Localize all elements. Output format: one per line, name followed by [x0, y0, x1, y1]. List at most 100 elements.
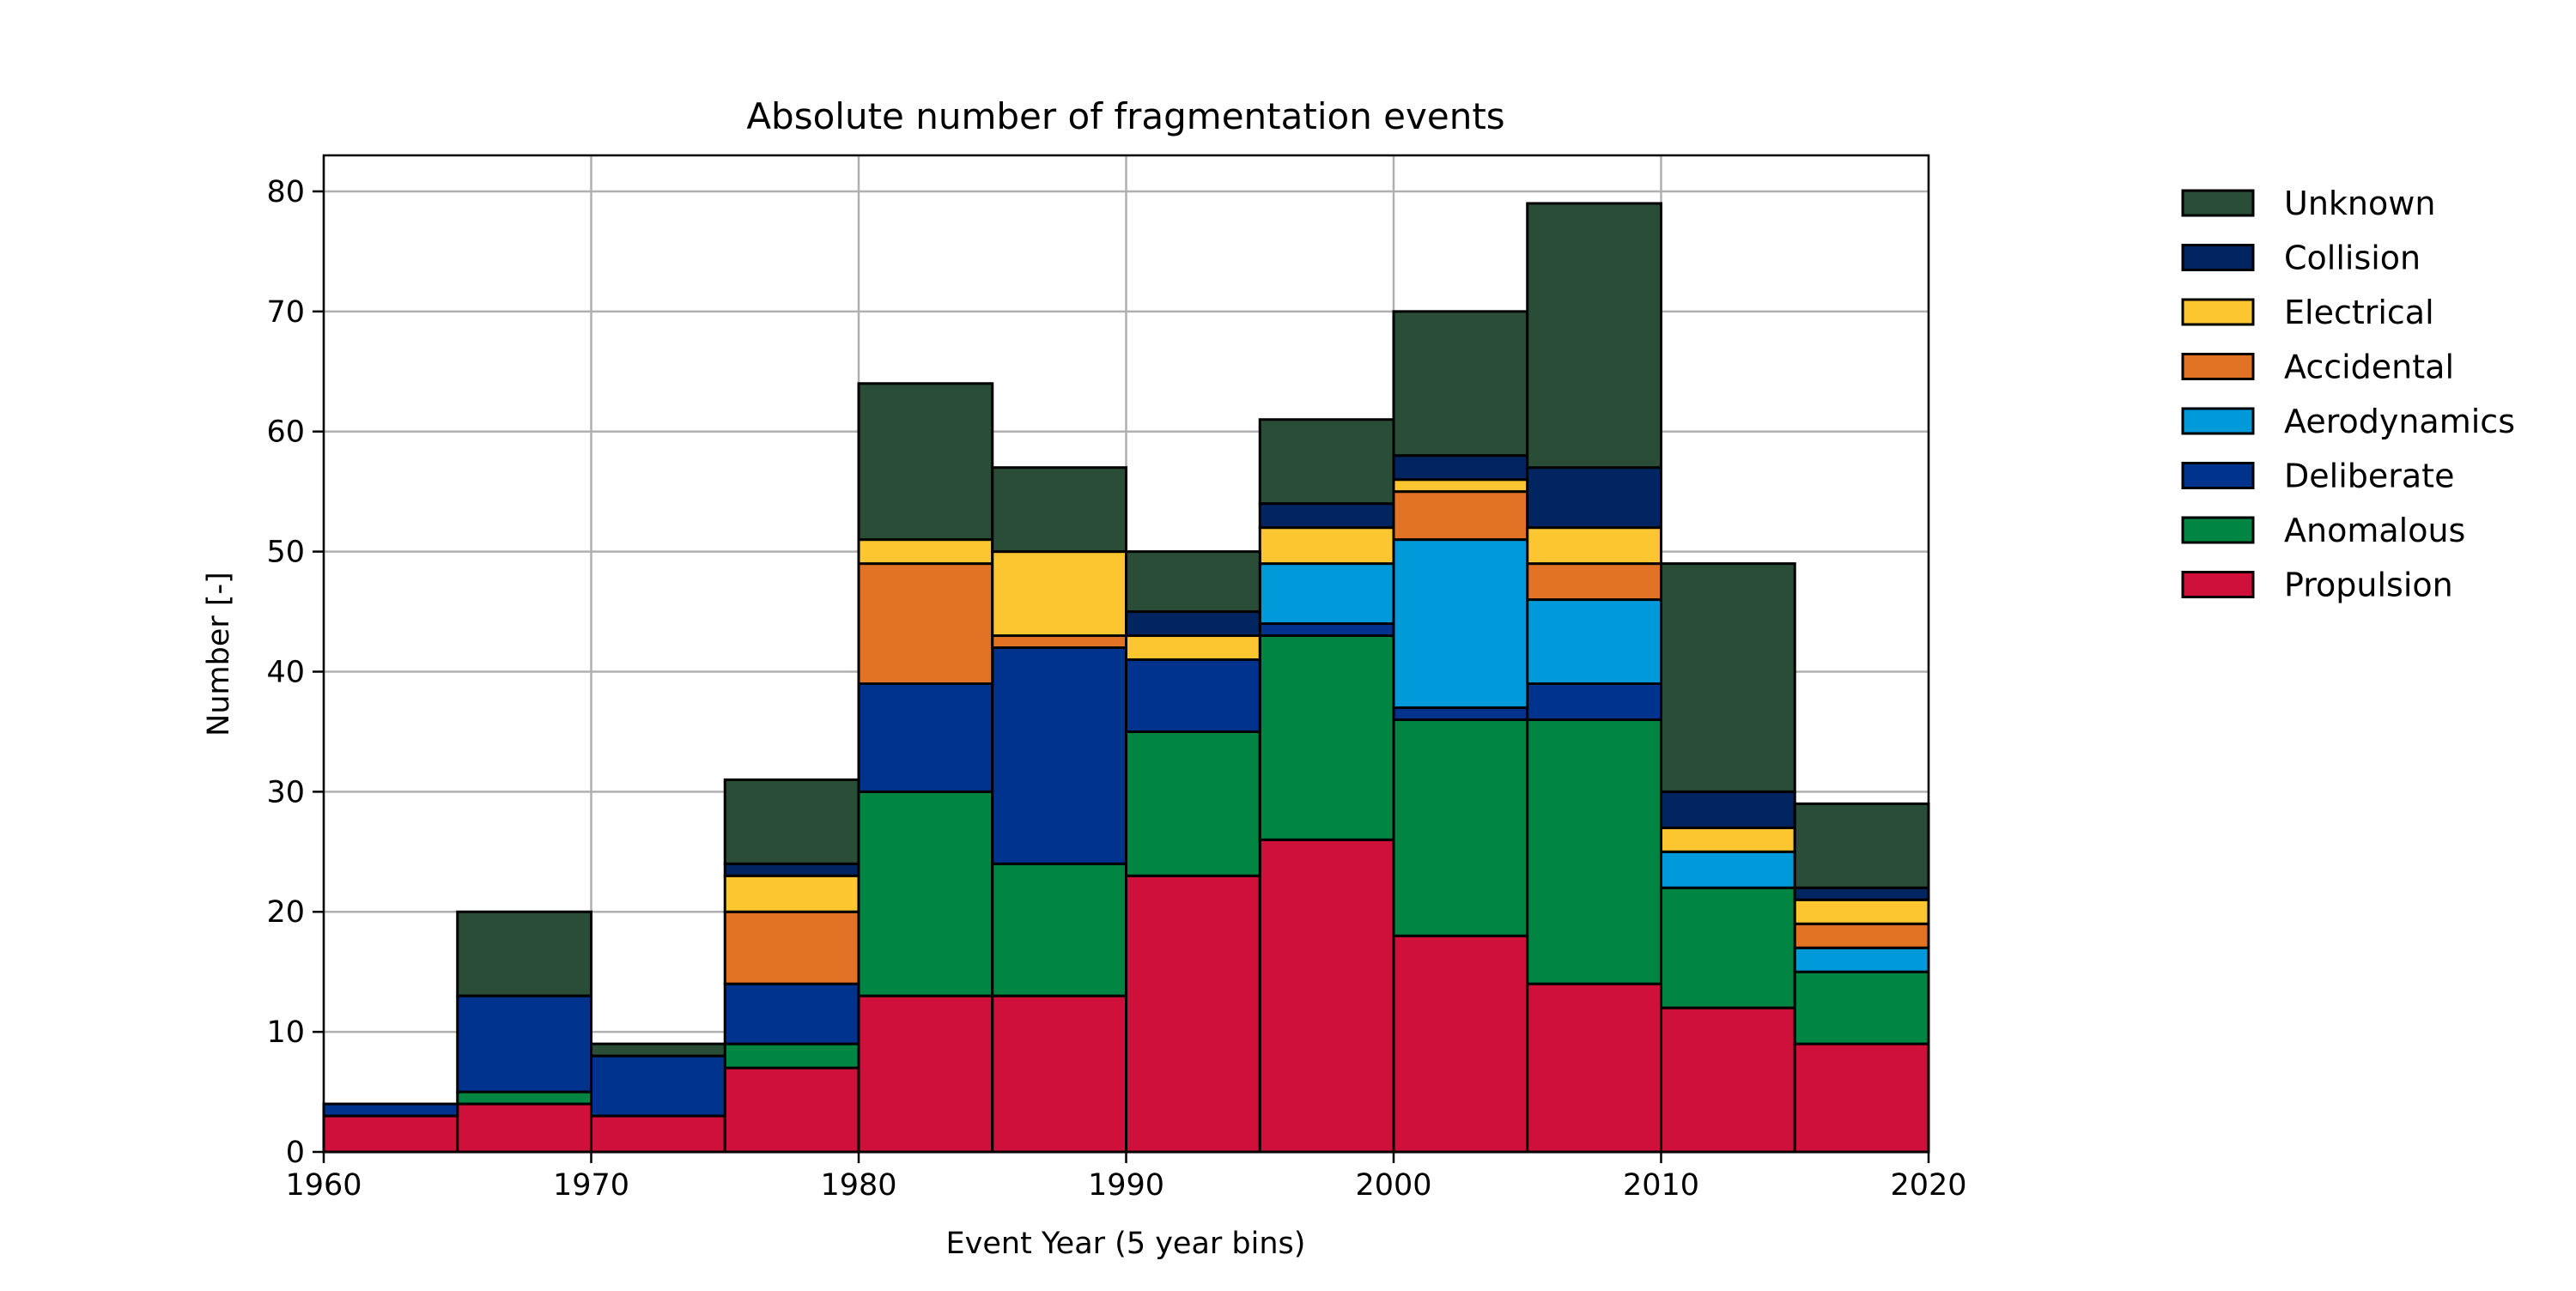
legend-swatch [2181, 407, 2255, 435]
bar-collision-1995 [1258, 502, 1395, 530]
legend-swatch [2181, 189, 2255, 217]
bar-propulsion-1965 [456, 1102, 592, 1154]
bar-anomalous-1990 [1125, 730, 1261, 877]
bar-unknown-2005 [1526, 202, 1662, 470]
bar-electrical-2005 [1526, 526, 1662, 566]
x-tick-label: 1970 [553, 1168, 629, 1203]
bar-collision-2010 [1660, 790, 1796, 829]
x-tick-label: 1990 [1088, 1168, 1164, 1203]
bar-aerodynamics-2015 [1793, 946, 1930, 973]
legend-item-aerodynamics[interactable]: Aerodynamics [2181, 403, 2515, 440]
axis-ticks: 1960 1970 1980 1990 2000 2010 2020 0 10 20 30 40 50 6… [266, 175, 1966, 1203]
bar-collision-2005 [1526, 466, 1662, 530]
bar-anomalous-2005 [1526, 718, 1662, 985]
bar-electrical-1995 [1258, 526, 1395, 566]
legend-item-unknown[interactable]: Unknown [2181, 185, 2435, 222]
bar-electrical-1980 [857, 538, 994, 566]
legend-swatch [2181, 353, 2255, 380]
bar-electrical-1975 [723, 874, 860, 913]
bar-deliberate-1960 [322, 1102, 459, 1118]
bar-unknown-1980 [857, 382, 994, 542]
bar-deliberate-2005 [1526, 682, 1662, 721]
bar-collision-2000 [1392, 454, 1529, 482]
bar-unknown-1985 [991, 466, 1127, 554]
bar-aerodynamics-2000 [1392, 538, 1529, 709]
bar-electrical-1985 [991, 550, 1127, 638]
bar-unknown-1970 [590, 1042, 726, 1058]
bar-propulsion-1960 [322, 1114, 459, 1154]
bar-deliberate-1980 [857, 682, 994, 793]
legend-item-electrical[interactable]: Electrical [2181, 294, 2434, 331]
y-tick-label: 0 [286, 1136, 305, 1170]
legend-item-anomalous[interactable]: Anomalous [2181, 512, 2465, 549]
y-tick-label: 60 [266, 415, 305, 450]
bar-accidental-2000 [1392, 490, 1529, 542]
bar-aerodynamics-2005 [1526, 598, 1662, 685]
bar-anomalous-1980 [857, 790, 994, 997]
legend-swatch [2181, 462, 2255, 489]
legend-label: Collision [2284, 239, 2421, 277]
y-tick-label: 20 [266, 895, 305, 930]
bar-anomalous-2010 [1660, 886, 1796, 1009]
bar-unknown-1965 [456, 910, 592, 997]
bar-collision-1990 [1125, 610, 1261, 638]
legend-label: Aerodynamics [2284, 403, 2515, 440]
y-tick-label: 80 [266, 175, 305, 209]
bar-propulsion-2010 [1660, 1006, 1796, 1154]
bar-accidental-1980 [857, 562, 994, 685]
legend[interactable]: Unknown Collision Electrical Accidental Aero… [2181, 185, 2515, 604]
bar-unknown-2015 [1793, 802, 1930, 889]
bar-anomalous-1965 [456, 1090, 592, 1106]
legend-label: Deliberate [2284, 458, 2454, 495]
legend-item-collision[interactable]: Collision [2181, 239, 2421, 277]
y-tick-label: 40 [266, 655, 305, 689]
bar-accidental-2015 [1793, 922, 1930, 949]
x-tick-label: 2020 [1890, 1168, 1966, 1203]
bar-electrical-2010 [1660, 826, 1796, 853]
bar-propulsion-2000 [1392, 934, 1529, 1154]
x-tick-label: 1980 [820, 1168, 896, 1203]
bar-unknown-1990 [1125, 550, 1261, 614]
y-tick-label: 50 [266, 536, 305, 570]
bar-unknown-1995 [1258, 418, 1395, 506]
bar-anomalous-2000 [1392, 718, 1529, 937]
legend-item-propulsion[interactable]: Propulsion [2181, 567, 2453, 604]
legend-label: Accidental [2284, 349, 2454, 386]
bar-aerodynamics-2010 [1660, 850, 1796, 889]
bar-deliberate-1990 [1125, 658, 1261, 733]
legend-swatch [2181, 516, 2255, 544]
bar-propulsion-1995 [1258, 838, 1395, 1154]
bar-deliberate-2000 [1392, 706, 1529, 721]
x-tick-label: 2010 [1623, 1168, 1699, 1203]
x-axis-label: Event Year (5 year bins) [946, 1227, 1306, 1261]
legend-label: Anomalous [2284, 512, 2465, 549]
bar-propulsion-2005 [1526, 982, 1662, 1154]
x-tick-label: 1960 [285, 1168, 361, 1203]
bar-unknown-1975 [723, 778, 860, 865]
bar-collision-1975 [723, 862, 860, 877]
bar-accidental-1985 [991, 634, 1127, 650]
x-tick-label: 2000 [1355, 1168, 1431, 1203]
legend-label: Electrical [2284, 294, 2434, 331]
bar-propulsion-1970 [590, 1114, 726, 1154]
legend-swatch [2181, 298, 2255, 326]
bar-unknown-2010 [1660, 562, 1796, 793]
legend-swatch [2181, 244, 2255, 271]
y-tick-label: 10 [266, 1015, 305, 1050]
legend-item-deliberate[interactable]: Deliberate [2181, 458, 2454, 495]
bar-propulsion-1975 [723, 1066, 860, 1154]
legend-label: Unknown [2284, 185, 2435, 222]
y-axis-label: Number [-] [202, 572, 236, 736]
legend-swatch [2181, 571, 2255, 598]
bar-aerodynamics-1995 [1258, 562, 1395, 626]
bar-unknown-2000 [1392, 310, 1529, 458]
legend-item-accidental[interactable]: Accidental [2181, 349, 2454, 386]
bar-propulsion-1985 [991, 994, 1127, 1154]
bar-anomalous-1975 [723, 1042, 860, 1070]
bar-electrical-2015 [1793, 898, 1930, 925]
bars [322, 202, 1930, 1154]
bar-electrical-2000 [1392, 478, 1529, 494]
bar-deliberate-1995 [1258, 622, 1395, 638]
y-tick-label: 30 [266, 775, 305, 809]
chart-title: Absolute number of fragmentation events [746, 95, 1504, 137]
